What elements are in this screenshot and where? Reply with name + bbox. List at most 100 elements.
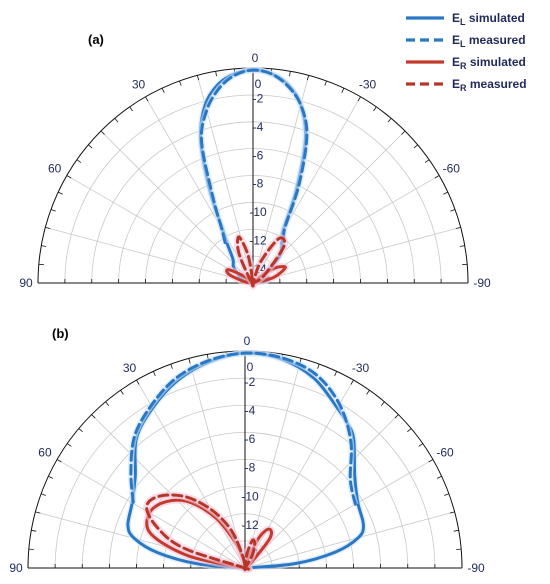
radial-tick-label: -4 (253, 120, 264, 134)
angle-tick (289, 71, 291, 77)
panel-label: (a) (88, 32, 104, 47)
angle-tick (40, 493, 46, 496)
angle-tick (324, 80, 327, 86)
legend-label: EL simulated (452, 11, 525, 27)
angle-tick (401, 130, 406, 135)
angle-tick (88, 144, 93, 149)
angle-tick (48, 475, 54, 479)
angle-label: 30 (132, 78, 146, 92)
angle-tick (413, 144, 418, 149)
angle-tick (341, 87, 345, 93)
series-line (145, 493, 257, 572)
grid-spoke (252, 77, 309, 284)
angle-label: -60 (436, 446, 454, 460)
radial-tick-label: -6 (253, 148, 264, 162)
angle-label: -90 (467, 561, 485, 575)
angle-tick (129, 106, 133, 112)
angle-tick (78, 428, 83, 433)
angle-tick (67, 443, 72, 447)
grid-spoke (68, 176, 254, 284)
angle-tick (57, 191, 63, 195)
angle-tick (380, 401, 385, 406)
angle-tick (424, 159, 430, 163)
angle-tick (436, 475, 442, 479)
radial-tick-label: -2 (245, 375, 256, 389)
angle-tick (306, 75, 310, 81)
angle-tick (179, 80, 182, 86)
radial-tick-label: -8 (253, 177, 264, 191)
angle-tick (215, 71, 217, 77)
angle-label: 60 (38, 446, 52, 460)
legend-label: ER simulated (452, 55, 526, 71)
angle-tick (41, 245, 47, 247)
angle-tick (459, 245, 465, 247)
radial-tick-label: -10 (241, 489, 259, 503)
legend-label-rest: simulated (466, 11, 525, 25)
angle-tick (449, 511, 455, 514)
angle-tick (100, 130, 105, 135)
angle-label: 60 (48, 162, 62, 176)
angle-tick (387, 118, 392, 123)
angle-tick (45, 226, 51, 230)
angle-label: 90 (9, 561, 23, 575)
angle-tick (91, 414, 96, 419)
angle-tick (317, 363, 320, 369)
legend-label-main: E (452, 33, 460, 47)
angle-tick (450, 209, 456, 212)
radial-tick-label: -4 (245, 403, 256, 417)
radial-tick-label: 0 (247, 360, 254, 374)
panel-label: (b) (52, 326, 69, 341)
angle-tick (170, 363, 173, 369)
angle-tick (114, 118, 119, 123)
angle-label: -30 (359, 78, 377, 92)
legend-label-sub: L (460, 17, 466, 27)
legend-label: ER measured (452, 77, 527, 93)
grid-spoke (47, 227, 254, 284)
angle-tick (188, 358, 191, 364)
grid-spoke (244, 460, 432, 569)
angle-tick (105, 401, 110, 406)
angle-tick (407, 428, 412, 433)
angle-tick (152, 371, 156, 377)
grid-spoke (244, 360, 301, 569)
angle-tick (350, 379, 354, 385)
grid-spoke (244, 512, 453, 569)
angle-tick (50, 209, 56, 212)
radial-tick-label: -8 (245, 461, 256, 475)
angle-tick (366, 390, 370, 395)
angle-label: -30 (352, 361, 370, 375)
angle-tick (35, 511, 41, 514)
angle-tick (56, 459, 62, 463)
legend-label-main: E (452, 77, 460, 91)
angle-label: 0 (244, 334, 251, 348)
angle-label: 0 (252, 51, 259, 65)
angle-tick (161, 87, 165, 93)
series-line (199, 68, 309, 245)
legend-label-rest: simulated (467, 55, 526, 69)
angle-tick (145, 96, 149, 102)
grid-spoke (102, 132, 254, 284)
radial-tick-label: -10 (249, 205, 267, 219)
angle-label: -90 (473, 276, 491, 290)
legend-label-sub: R (460, 83, 467, 93)
grid-spoke (137, 381, 246, 569)
angle-tick (444, 493, 450, 496)
angle-tick (434, 175, 440, 179)
grid-spoke (252, 227, 459, 284)
angle-tick (418, 443, 423, 447)
angle-tick (394, 414, 399, 419)
angle-tick (136, 379, 140, 385)
angle-tick (76, 159, 82, 163)
radial-tick-label: -6 (245, 432, 256, 446)
legend-label-main: E (452, 55, 460, 69)
angle-tick (455, 226, 461, 230)
angle-label: 30 (123, 361, 137, 375)
angle-tick (334, 371, 338, 377)
angle-tick (196, 75, 200, 81)
angle-tick (428, 459, 434, 463)
angle-label: 90 (19, 276, 33, 290)
